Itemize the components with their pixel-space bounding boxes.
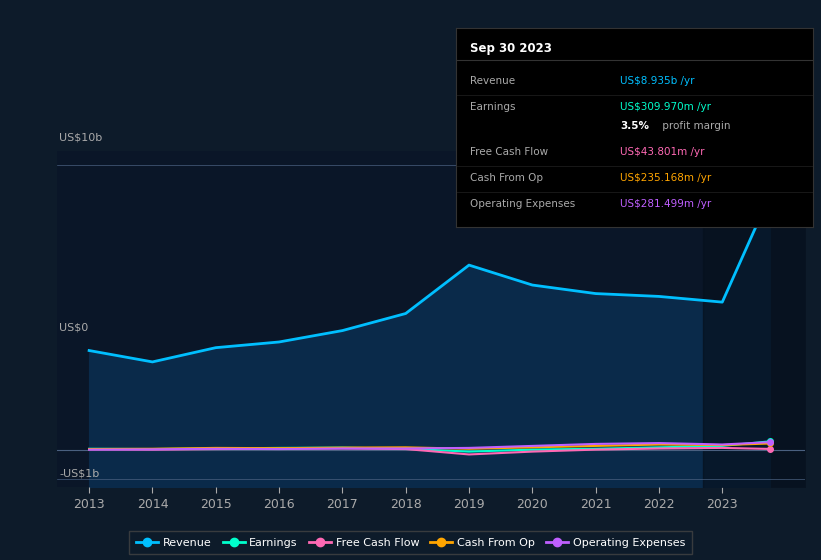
Text: Revenue: Revenue — [470, 76, 515, 86]
Text: US$43.801m /yr: US$43.801m /yr — [620, 147, 704, 157]
Text: Earnings: Earnings — [470, 101, 516, 111]
Text: 3.5%: 3.5% — [620, 122, 649, 132]
Text: US$235.168m /yr: US$235.168m /yr — [620, 173, 711, 183]
Text: US$8.935b /yr: US$8.935b /yr — [620, 76, 695, 86]
Text: US$281.499m /yr: US$281.499m /yr — [620, 199, 711, 209]
Text: Free Cash Flow: Free Cash Flow — [470, 147, 548, 157]
Text: Operating Expenses: Operating Expenses — [470, 199, 576, 209]
Legend: Revenue, Earnings, Free Cash Flow, Cash From Op, Operating Expenses: Revenue, Earnings, Free Cash Flow, Cash … — [130, 531, 691, 554]
Text: profit margin: profit margin — [659, 122, 731, 132]
Text: Sep 30 2023: Sep 30 2023 — [470, 42, 552, 55]
Text: Cash From Op: Cash From Op — [470, 173, 543, 183]
Text: -US$1b: -US$1b — [59, 469, 99, 479]
Text: US$0: US$0 — [59, 323, 89, 333]
Text: US$10b: US$10b — [59, 133, 103, 143]
Text: US$309.970m /yr: US$309.970m /yr — [620, 101, 711, 111]
